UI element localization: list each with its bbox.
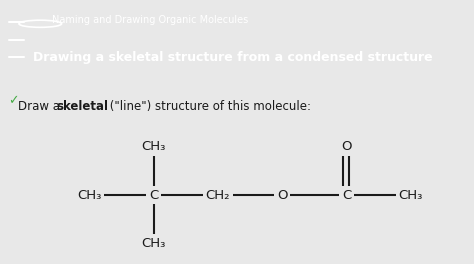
Text: O: O [341,140,352,153]
Text: CH₃: CH₃ [141,140,166,153]
Text: C: C [149,189,158,202]
Text: ("line") structure of this molecule:: ("line") structure of this molecule: [106,100,311,112]
Text: CH₃: CH₃ [141,237,166,250]
Text: C: C [342,189,351,202]
Text: CH₃: CH₃ [77,189,101,202]
Text: Drawing a skeletal structure from a condensed structure: Drawing a skeletal structure from a cond… [33,50,433,64]
Text: Draw a: Draw a [18,100,64,112]
Text: skeletal: skeletal [56,100,108,112]
Text: CH₃: CH₃ [399,189,423,202]
Text: ✓: ✓ [8,94,18,107]
Text: O: O [277,189,287,202]
Text: CH₂: CH₂ [206,189,230,202]
Text: Naming and Drawing Organic Molecules: Naming and Drawing Organic Molecules [52,15,248,25]
